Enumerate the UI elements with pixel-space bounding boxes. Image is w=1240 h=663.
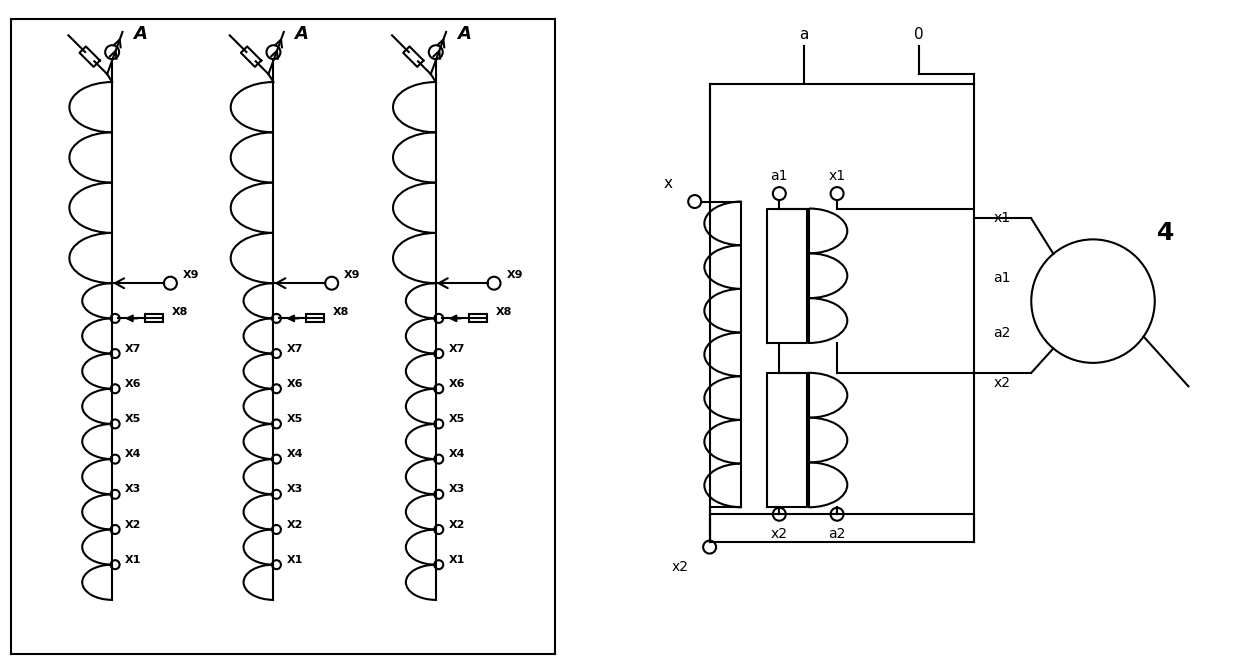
Text: X1: X1 [449,555,465,565]
Text: x1: x1 [993,211,1011,225]
Text: X9: X9 [182,271,200,280]
Text: X9: X9 [345,271,361,280]
Text: X5: X5 [125,414,141,424]
Text: X4: X4 [286,449,303,459]
Bar [145,314,162,322]
Text: X7: X7 [286,343,303,353]
Text: a1: a1 [993,271,1011,285]
Text: X1: X1 [286,555,303,565]
Text: X2: X2 [125,520,141,530]
Text: X8: X8 [172,308,188,318]
Text: A: A [133,25,148,43]
Bar [306,314,324,322]
Text: 0: 0 [914,27,924,42]
Text: X3: X3 [286,485,303,495]
Text: x: x [663,176,672,191]
Text: X5: X5 [286,414,303,424]
Text: a2: a2 [993,326,1011,340]
Text: x2: x2 [993,376,1011,390]
Text: X7: X7 [449,343,465,353]
Text: X8: X8 [496,308,512,318]
Text: X7: X7 [125,343,141,353]
Text: x2: x2 [671,560,688,574]
Text: a1: a1 [770,168,789,182]
Text: X6: X6 [286,379,303,389]
Text: X1: X1 [125,555,141,565]
Text: X8: X8 [334,308,350,318]
Text: X2: X2 [449,520,465,530]
Text: A: A [456,25,471,43]
Text: X6: X6 [125,379,141,389]
Text: X4: X4 [125,449,141,459]
Text: X5: X5 [449,414,465,424]
Text: x1: x1 [828,168,846,182]
Text: X3: X3 [125,485,141,495]
Text: X3: X3 [449,485,465,495]
Text: a: a [800,27,808,42]
Text: x2: x2 [771,527,787,541]
Text: X2: X2 [286,520,303,530]
Text: X4: X4 [449,449,465,459]
Text: X9: X9 [506,271,523,280]
Text: a2: a2 [828,527,846,541]
Text: X6: X6 [449,379,465,389]
Text: A: A [294,25,309,43]
Bar [469,314,486,322]
Text: 4: 4 [1157,221,1174,245]
